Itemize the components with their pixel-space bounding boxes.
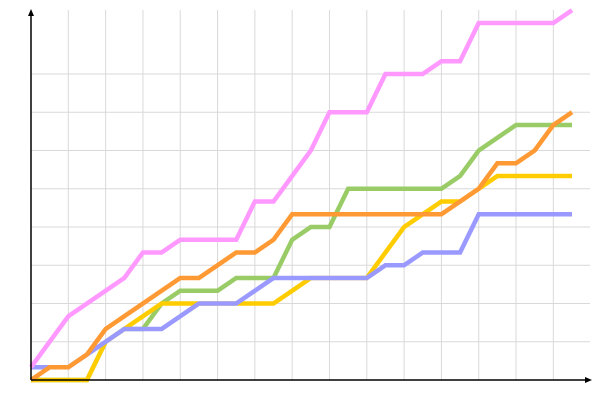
series-group [29, 8, 574, 383]
series-line-3 [29, 110, 574, 382]
series-line-4 [29, 8, 574, 369]
axes [28, 9, 592, 383]
x-axis-arrow [585, 377, 592, 383]
y-axis-arrow [28, 9, 34, 16]
series-line-2 [31, 212, 572, 370]
